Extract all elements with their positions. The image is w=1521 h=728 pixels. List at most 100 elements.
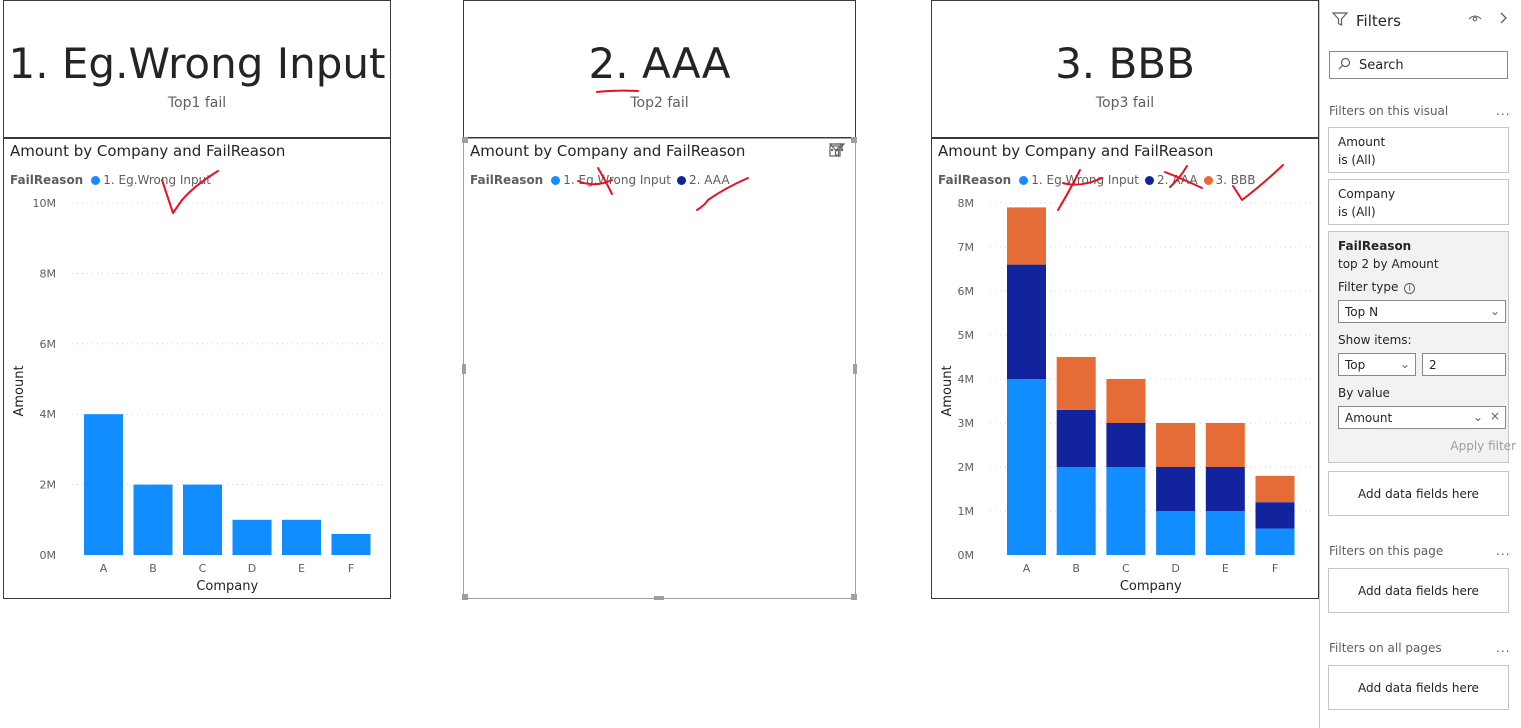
- kpi-card-top1[interactable]: 1. Eg.Wrong Input Top1 fail: [3, 0, 391, 138]
- show-items-count-input[interactable]: 2: [1422, 353, 1506, 376]
- filters-search-input[interactable]: Search: [1329, 51, 1508, 79]
- kpi-card-top3[interactable]: 3. BBB Top3 fail: [931, 0, 1319, 138]
- x-tick-label: F: [1272, 562, 1278, 575]
- bar-segment[interactable]: [1106, 467, 1146, 555]
- filter-type-dropdown[interactable]: Top N ⌄: [1338, 300, 1506, 323]
- filters-title: Filters: [1356, 12, 1401, 30]
- y-tick-label: 4M: [958, 373, 975, 386]
- x-tick-label: E: [1222, 562, 1229, 575]
- y-tick-label: 0M: [40, 549, 57, 562]
- bar-segment[interactable]: [282, 519, 321, 555]
- kpi-card-top2[interactable]: 2. AAA Top2 fail: [463, 0, 856, 138]
- y-tick-label: 5M: [958, 329, 975, 342]
- y-tick-label: 4M: [40, 408, 57, 421]
- y-tick-label: 8M: [958, 197, 975, 210]
- bar-segment[interactable]: [1056, 357, 1096, 410]
- bar-segment[interactable]: [1205, 423, 1245, 467]
- chevron-down-icon[interactable]: ⌄: [1472, 410, 1483, 424]
- filters-header: Filters: [1331, 12, 1401, 30]
- filter-card-state: is (All): [1338, 205, 1376, 219]
- filter-card-name: FailReason: [1338, 239, 1412, 253]
- resize-handle[interactable]: [851, 137, 857, 143]
- bar-segment[interactable]: [331, 533, 371, 555]
- bar-segment[interactable]: [1056, 409, 1096, 467]
- bar-segment[interactable]: [1007, 207, 1046, 265]
- y-tick-label: 3M: [958, 417, 975, 430]
- bar-segment[interactable]: [1205, 467, 1245, 511]
- legend-dot: [551, 175, 561, 185]
- filter-icon: [1331, 12, 1349, 30]
- stacked-bar-chart-2[interactable]: Amount by Company and FailReason 0M1M2M3…: [462, 137, 857, 600]
- bar-segment[interactable]: [1156, 423, 1196, 467]
- resize-handle[interactable]: [462, 137, 468, 143]
- filter-card-amount[interactable]: Amount is (All): [1328, 127, 1509, 173]
- bar-segment[interactable]: [1156, 511, 1196, 555]
- input-value: 2: [1429, 357, 1437, 372]
- by-value-field-well[interactable]: Amount ⌄ ×: [1338, 406, 1506, 429]
- x-tick-label: A: [1023, 562, 1031, 575]
- bar-segment[interactable]: [1255, 528, 1295, 555]
- resize-handle[interactable]: [462, 594, 468, 600]
- bar-segment[interactable]: [183, 484, 222, 555]
- section-filters-on-all-pages: Filters on all pages: [1329, 641, 1442, 655]
- resize-handle[interactable]: [462, 364, 466, 374]
- field-value: Amount: [1345, 410, 1393, 425]
- legend-dot: [1019, 175, 1029, 185]
- search-placeholder: Search: [1359, 57, 1404, 73]
- resize-handle[interactable]: [654, 596, 664, 600]
- x-axis-title: Company: [1120, 579, 1182, 594]
- bar-segment[interactable]: [1255, 475, 1295, 503]
- legend-title: FailReason: [470, 173, 544, 187]
- more-options-icon[interactable]: ...: [1496, 641, 1511, 655]
- bar-segment[interactable]: [1007, 379, 1046, 555]
- chart-title: Amount by Company and FailReason: [10, 142, 286, 160]
- eye-icon[interactable]: [1468, 13, 1482, 27]
- bar-segment[interactable]: [1106, 379, 1146, 423]
- bar-segment[interactable]: [84, 414, 123, 555]
- more-options-icon[interactable]: ...: [1496, 104, 1511, 118]
- close-icon[interactable]: ×: [1489, 409, 1500, 423]
- y-tick-label: 1M: [958, 505, 975, 518]
- y-tick-label: 6M: [958, 285, 975, 298]
- x-tick-label: C: [1122, 562, 1130, 575]
- add-data-fields-page[interactable]: Add data fields here: [1328, 568, 1509, 613]
- bar-segment[interactable]: [1205, 511, 1245, 555]
- dropdown-value: Top N: [1345, 304, 1379, 319]
- card-label: Top1 fail: [167, 95, 227, 111]
- add-data-fields-visual[interactable]: Add data fields here: [1328, 471, 1509, 516]
- bar-segment[interactable]: [1106, 423, 1146, 467]
- filter-type-label: Filter type i: [1338, 280, 1416, 294]
- x-tick-label: D: [1171, 562, 1179, 575]
- more-options-icon[interactable]: ...: [1496, 544, 1511, 558]
- bar-segment[interactable]: [1007, 264, 1046, 379]
- stacked-bar-chart-1[interactable]: Amount by Company and FailReason FailRea…: [3, 138, 391, 599]
- card-label: Top2 fail: [630, 95, 689, 111]
- x-tick-label: C: [199, 562, 207, 575]
- legend-dot: [1144, 175, 1154, 185]
- resize-handle[interactable]: [853, 364, 857, 374]
- filter-card-name: Amount: [1338, 135, 1386, 149]
- filter-card-company[interactable]: Company is (All): [1328, 179, 1509, 225]
- bar-segment[interactable]: [1156, 467, 1196, 511]
- y-tick-label: 7M: [958, 241, 975, 254]
- chart-title: Amount by Company and FailReason: [470, 142, 746, 160]
- chevron-down-icon: ⌄: [1399, 357, 1410, 371]
- show-items-direction-dropdown[interactable]: Top ⌄: [1338, 353, 1416, 376]
- collapse-chevron-icon[interactable]: [1498, 10, 1508, 29]
- x-tick-label: B: [149, 562, 157, 575]
- card-value: 3. BBB: [1055, 39, 1195, 88]
- legend-title: FailReason: [938, 173, 1012, 187]
- legend-dot: [1203, 175, 1213, 185]
- chevron-down-icon: ⌄: [1489, 304, 1500, 318]
- x-tick-label: E: [298, 562, 305, 575]
- apply-filter-button[interactable]: Apply filter: [1450, 439, 1516, 453]
- bar-segment[interactable]: [1056, 467, 1096, 555]
- filter-card-state: top 2 by Amount: [1338, 257, 1439, 271]
- legend-dot: [91, 175, 101, 185]
- resize-handle[interactable]: [851, 594, 857, 600]
- bar-segment[interactable]: [232, 519, 272, 555]
- bar-segment[interactable]: [133, 484, 173, 555]
- bar-segment[interactable]: [1255, 502, 1295, 529]
- stacked-bar-chart-3[interactable]: Amount by Company and FailReason FailRea…: [931, 138, 1319, 599]
- add-data-fields-all-pages[interactable]: Add data fields here: [1328, 665, 1509, 710]
